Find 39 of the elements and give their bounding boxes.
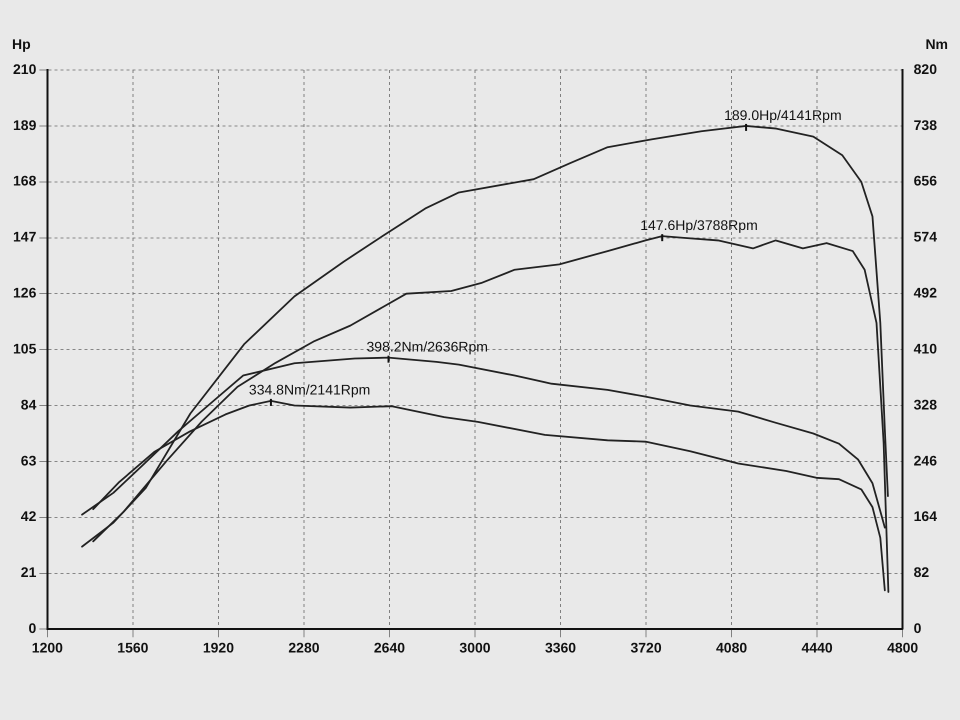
y-tick-label: 84 (20, 396, 37, 412)
y-tick-label: 210 (13, 60, 37, 77)
x-tick-label: 3000 (459, 639, 491, 656)
y-tick-label: 105 (13, 340, 37, 356)
x-tick-label: 4800 (887, 639, 918, 656)
y-tick-label: 168 (13, 172, 37, 189)
y2-tick-label: 410 (914, 340, 938, 356)
y2-tick-label: 246 (914, 452, 938, 468)
x-tick-label: 3360 (544, 639, 576, 656)
y2-axis-title: Nm (925, 36, 948, 52)
y2-tick-label: 738 (914, 116, 938, 133)
data-label: 189.0Hp/4141Rpm (724, 106, 842, 123)
y2-tick-label: 574 (914, 228, 938, 245)
y-tick-label: 147 (13, 228, 37, 245)
y-tick-label: 21 (20, 564, 37, 580)
x-tick-label: 1200 (32, 639, 64, 656)
y-tick-label: 126 (13, 284, 37, 301)
y2-tick-label: 656 (914, 172, 938, 189)
y-tick-label: 63 (20, 452, 37, 468)
y-axis-title: Hp (12, 36, 31, 52)
y-tick-label: 42 (20, 508, 37, 524)
x-tick-label: 2640 (374, 639, 406, 656)
y2-tick-label: 82 (914, 564, 930, 580)
x-tick-label: 1560 (117, 639, 149, 656)
y2-tick-label: 328 (914, 396, 938, 412)
y-tick-label: 189 (13, 116, 37, 133)
data-label: 147.6Hp/3788Rpm (640, 217, 758, 234)
x-tick-label: 2280 (288, 639, 320, 656)
data-label: 398.2Nm/2636Rpm (366, 338, 488, 355)
y2-tick-label: 492 (914, 284, 938, 301)
x-tick-label: 4440 (802, 639, 833, 656)
x-tick-label: 4080 (716, 639, 748, 656)
y2-tick-label: 820 (914, 60, 938, 77)
y2-tick-label: 0 (914, 620, 922, 636)
x-tick-label: 1920 (202, 639, 234, 656)
x-tick-label: 3720 (630, 639, 662, 656)
y-tick-label: 0 (28, 620, 37, 636)
y2-tick-label: 164 (914, 508, 938, 524)
data-label: 334.8Nm/2141Rpm (248, 382, 370, 398)
